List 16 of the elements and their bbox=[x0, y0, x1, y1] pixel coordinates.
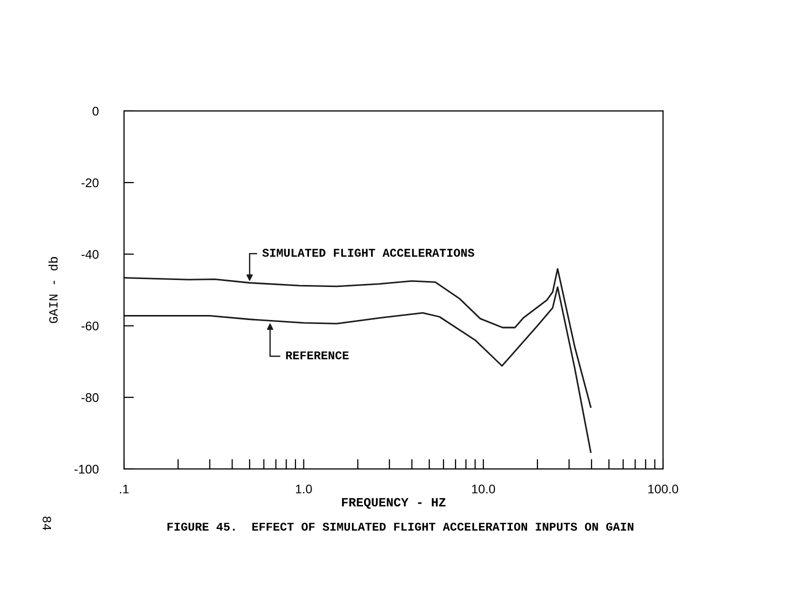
annotation: REFERENCE bbox=[286, 351, 349, 360]
y-tick-label: -60 bbox=[82, 322, 99, 330]
caption: FIGURE 45. EFFECT OF SIMULATED FLIGHT ACCELERATION INPUTS ON GAIN bbox=[167, 522, 634, 531]
x-tick-label: 10.0 bbox=[472, 484, 496, 494]
text: 84 bbox=[42, 516, 52, 530]
x-tick-label: .1 bbox=[120, 484, 129, 494]
y-tick-label: -80 bbox=[82, 393, 99, 402]
x-axis-title: FREQUENCY - HZ bbox=[342, 498, 446, 509]
y-tick-label: -20 bbox=[82, 178, 99, 188]
y-tick-label: -40 bbox=[82, 250, 99, 259]
x-tick-label: 1.0 bbox=[296, 484, 312, 494]
y-axis-title: GAIN - db bbox=[48, 257, 58, 324]
annotation: SIMULATED FLIGHT ACCELERATIONS bbox=[262, 248, 474, 257]
y-tick-label: -100 bbox=[74, 464, 99, 474]
y-tick-label: 0 bbox=[92, 106, 99, 116]
x-tick-label: 100.0 bbox=[648, 484, 678, 494]
